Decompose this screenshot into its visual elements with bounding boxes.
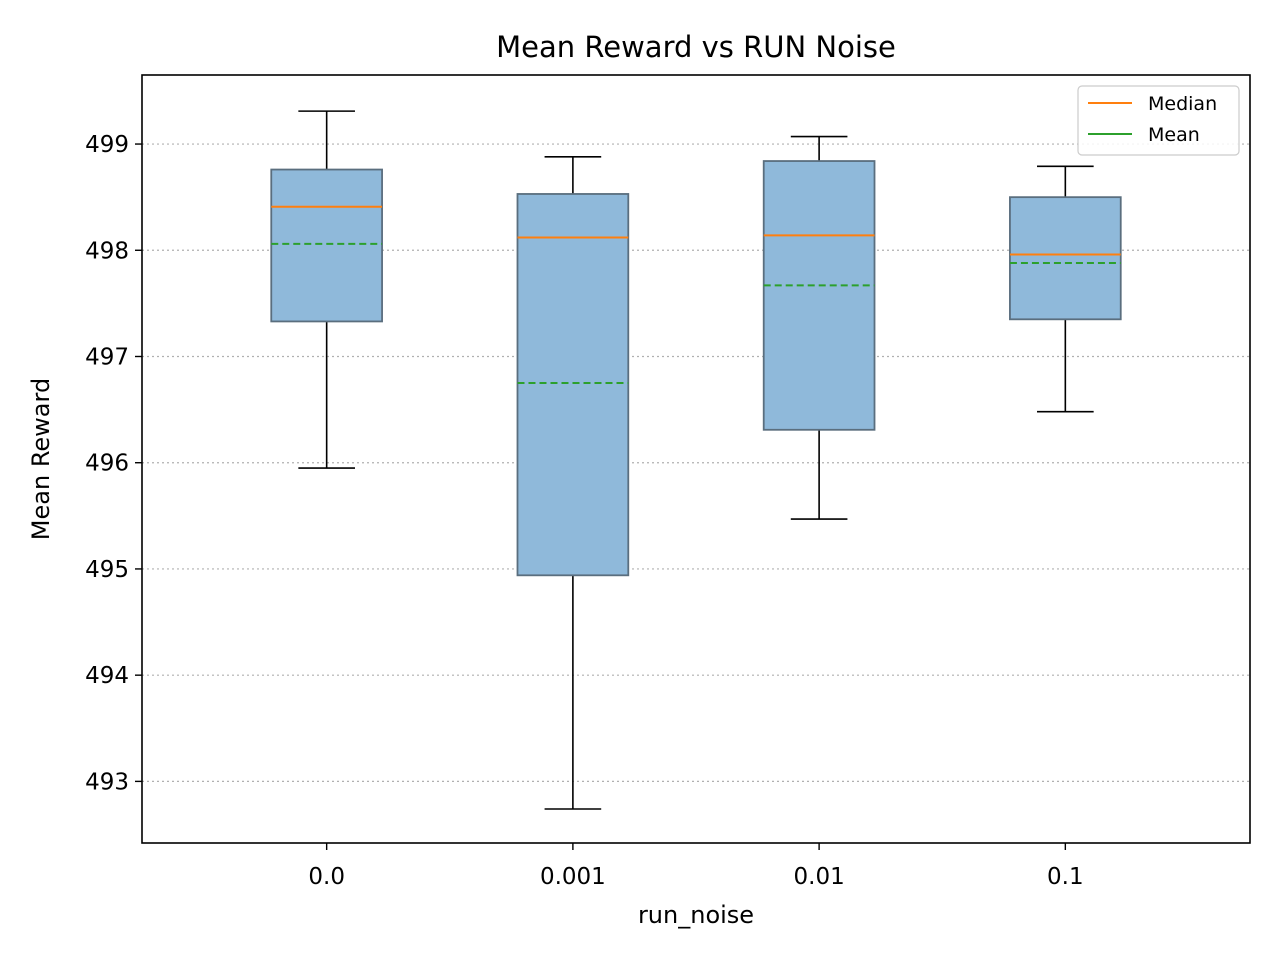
box-group	[1009, 165, 1122, 413]
y-axis-ticks: 493 494 495 496 497 498 499	[85, 132, 142, 795]
y-tick-label: 494	[85, 663, 129, 689]
x-axis-ticks: 0.0 0.001 0.01 0.1	[308, 843, 1084, 890]
y-tick-label: 498	[85, 238, 129, 264]
box-group	[270, 110, 383, 469]
plot-area-frame	[141, 74, 1251, 844]
y-tick-label: 495	[85, 557, 129, 583]
box-group	[516, 155, 630, 810]
box-iqr	[762, 160, 876, 431]
legend: Median Mean	[1077, 85, 1240, 156]
y-tick-label: 499	[85, 132, 129, 158]
x-tick-label: 0.0	[308, 864, 345, 890]
y-tick-label: 493	[85, 769, 129, 795]
box-iqr	[1009, 196, 1122, 321]
box-group	[762, 135, 876, 520]
box-iqr	[516, 193, 630, 577]
x-tick-label: 0.01	[794, 864, 845, 890]
x-tick-label: 0.1	[1047, 864, 1084, 890]
y-axis-label: Mean Reward	[27, 378, 55, 540]
y-tick-label: 496	[85, 451, 129, 477]
boxes	[270, 110, 1122, 810]
box-iqr	[270, 168, 383, 323]
chart-title: Mean Reward vs RUN Noise	[496, 30, 896, 64]
x-tick-label: 0.001	[540, 864, 606, 890]
legend-median-label: Median	[1148, 93, 1217, 115]
x-axis-label: run_noise	[638, 901, 754, 929]
y-tick-label: 497	[85, 344, 129, 370]
legend-mean-label: Mean	[1148, 124, 1200, 146]
